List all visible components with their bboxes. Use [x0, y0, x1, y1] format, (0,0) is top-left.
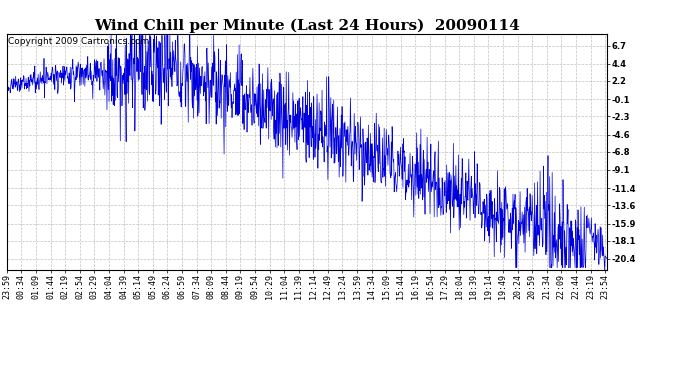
- Title: Wind Chill per Minute (Last 24 Hours)  20090114: Wind Chill per Minute (Last 24 Hours) 20…: [94, 18, 520, 33]
- Text: Copyright 2009 Cartronics.com: Copyright 2009 Cartronics.com: [8, 37, 149, 46]
